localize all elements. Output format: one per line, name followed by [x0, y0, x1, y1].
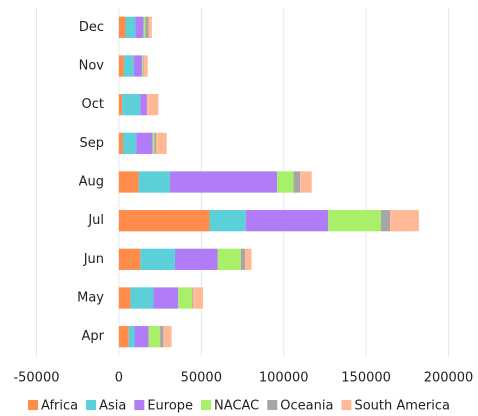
bar-segment	[148, 16, 152, 38]
x-tick-label: 100000	[259, 371, 309, 386]
bar-segment	[118, 55, 124, 77]
y-tick-label: Sep	[79, 136, 104, 151]
x-tick-label: 50000	[181, 371, 222, 386]
legend-swatch	[267, 400, 278, 410]
bar-segment	[143, 55, 148, 77]
y-tick-label: May	[77, 291, 104, 306]
bar-segment	[145, 16, 149, 38]
bar-segment	[135, 16, 144, 38]
legend-label: NACAC	[214, 399, 259, 414]
bar-segment	[133, 55, 142, 77]
bar-segment	[155, 132, 167, 154]
legend-swatch	[134, 400, 145, 410]
bar-segment	[152, 132, 155, 154]
bar-segment	[160, 326, 164, 348]
bar-segment	[128, 326, 135, 348]
x-tick-label: -50000	[13, 371, 59, 386]
legend-label: Asia	[99, 399, 126, 414]
bar-segment	[277, 171, 294, 193]
legend-swatch	[86, 400, 97, 410]
bar-segment	[123, 132, 137, 154]
bar-segment	[140, 94, 147, 116]
bar-segment	[153, 287, 179, 309]
bar-segment	[178, 287, 193, 309]
legend-swatch	[28, 400, 39, 410]
legend-label: Africa	[41, 399, 78, 414]
bar-segment	[130, 287, 154, 309]
x-tick-label: 200000	[424, 371, 474, 386]
bar-segment	[122, 94, 141, 116]
bar-segment	[118, 326, 129, 348]
bar-segment	[125, 16, 136, 38]
legend-swatch	[341, 400, 352, 410]
bar-segment	[148, 326, 161, 348]
y-tick-label: Jun	[83, 252, 104, 267]
y-tick-label: Apr	[82, 329, 105, 344]
bar-segment	[217, 248, 241, 270]
legend: Africa Asia Europe NACAC Oceania South Americ…	[28, 399, 450, 414]
bar-segment	[240, 248, 245, 270]
bar-segment	[118, 248, 141, 270]
bar-segment	[300, 171, 312, 193]
bar-segment	[118, 94, 123, 116]
bar-segment	[138, 171, 170, 193]
y-tick-label: Jul	[87, 213, 104, 228]
y-tick-label: Aug	[79, 175, 104, 190]
bar-segment	[118, 16, 126, 38]
bar-segment	[136, 132, 153, 154]
legend-swatch	[201, 400, 212, 410]
bar-segment	[245, 210, 329, 232]
bar-segment	[142, 55, 144, 77]
bar-segment	[293, 171, 301, 193]
bar-segment	[169, 171, 278, 193]
y-tick-label: Nov	[79, 59, 105, 74]
legend-label: Oceania	[280, 399, 333, 414]
bar-segment	[209, 210, 246, 232]
bar-segment	[141, 55, 143, 77]
bar-segment	[380, 210, 391, 232]
bar-segment	[192, 287, 194, 309]
bar-segment	[118, 287, 131, 309]
bar-segment	[244, 248, 252, 270]
bar-segment	[123, 55, 134, 77]
bar-segment	[163, 326, 172, 348]
y-tick-label: Oct	[82, 97, 104, 112]
bar-segment	[174, 248, 218, 270]
bar-segment	[193, 287, 203, 309]
x-tick-label: 0	[115, 371, 123, 386]
bar-segment	[328, 210, 381, 232]
bar-segment	[154, 132, 156, 154]
bar-segment	[146, 94, 159, 116]
bar-segment	[134, 326, 149, 348]
legend-label: Europe	[147, 399, 193, 414]
bar-segment	[118, 210, 210, 232]
x-tick-label: 150000	[341, 371, 391, 386]
bar-segment	[143, 16, 146, 38]
bar-segment	[118, 132, 124, 154]
bar-segment	[140, 248, 175, 270]
bar-segment	[118, 171, 139, 193]
y-tick-label: Dec	[79, 20, 104, 35]
legend-label: South America	[354, 399, 450, 414]
bar-segment	[390, 210, 419, 232]
